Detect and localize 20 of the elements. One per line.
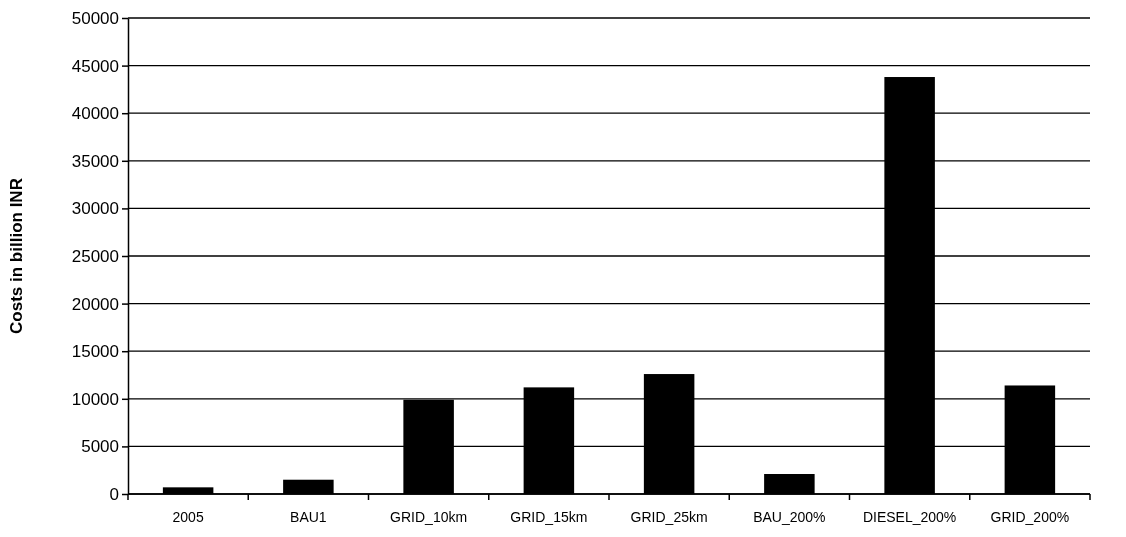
- x-tick-label: GRID_10km: [390, 509, 468, 525]
- y-tick-label: 5000: [81, 437, 119, 457]
- y-tick-label: 25000: [71, 246, 119, 266]
- y-tick-label: 20000: [71, 294, 119, 314]
- x-tick-label: BAU_200%: [753, 509, 826, 525]
- y-tick-label: 10000: [71, 389, 119, 409]
- y-tick-label: 0: [109, 484, 119, 504]
- y-tick-label: 45000: [71, 56, 119, 76]
- x-tick-label: GRID_200%: [990, 509, 1070, 525]
- y-tick-label: 15000: [71, 342, 119, 362]
- x-tick-label: GRID_25km: [630, 509, 708, 525]
- x-tick-label: GRID_15km: [510, 509, 588, 525]
- y-tick-label: 40000: [71, 104, 119, 124]
- y-tick-label: 35000: [71, 151, 119, 171]
- y-axis-title: Costs in billion INR: [7, 178, 26, 334]
- x-tick-label: 2005: [172, 509, 204, 525]
- x-tick-label: DIESEL_200%: [862, 509, 957, 525]
- x-tick-label: BAU1: [290, 509, 327, 525]
- y-tick-label: 50000: [71, 8, 119, 28]
- y-tick-label: 30000: [71, 199, 119, 219]
